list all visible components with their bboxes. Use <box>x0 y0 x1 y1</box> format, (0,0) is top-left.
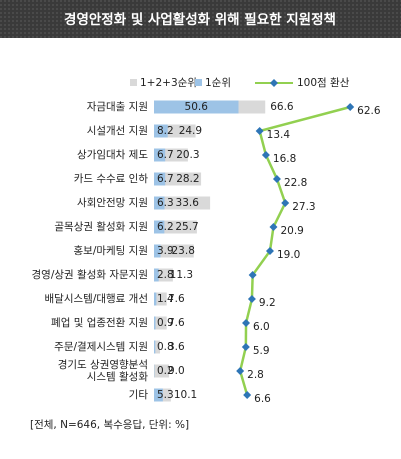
line-marker <box>248 271 257 279</box>
value-label: 5.3 <box>157 389 174 401</box>
bar-total <box>154 364 170 378</box>
bar-total <box>154 292 167 306</box>
bar-first <box>154 172 166 186</box>
category-label: 기타 <box>129 389 149 401</box>
value-label: 19.0 <box>277 249 300 261</box>
category-label: 경기도 상권영향분석 <box>58 358 148 371</box>
category-label: 폐업 및 업종전환 지원 <box>51 316 148 329</box>
category-label: 배달시스템/대행료 개선 <box>45 293 148 305</box>
bar-total <box>154 316 167 330</box>
line-marker <box>242 319 251 327</box>
value-label: 2.8 <box>157 269 174 281</box>
value-label: 0.9 <box>157 317 174 329</box>
value-label: 62.6 <box>357 105 381 117</box>
value-label: 33.6 <box>176 197 200 209</box>
bar-total <box>154 172 202 186</box>
bar-first <box>154 124 168 138</box>
line-marker <box>269 223 278 231</box>
value-label: 3.9 <box>157 245 174 257</box>
bar-total <box>154 340 161 354</box>
legend-marker <box>270 79 278 87</box>
category-label: 자금대출 지원 <box>87 101 148 113</box>
bar-first <box>154 316 156 330</box>
category-label: 시스템 활성화 <box>87 370 149 383</box>
category-label: 경영/상권 활성화 자문지원 <box>32 268 148 281</box>
category-label: 카드 수수료 인하 <box>74 172 149 185</box>
value-label: 24.9 <box>179 125 202 137</box>
line-marker <box>243 391 252 399</box>
value-label: 6.0 <box>253 321 270 333</box>
bar-first <box>154 220 165 234</box>
legend-swatch <box>130 79 137 86</box>
value-label: 20.3 <box>176 149 199 161</box>
bar-first <box>154 148 166 162</box>
line-marker <box>261 151 270 159</box>
value-label: 13.4 <box>267 129 291 141</box>
bar-total <box>154 244 194 258</box>
line-marker <box>265 247 274 255</box>
line-marker <box>272 175 281 183</box>
line-marker <box>236 367 245 375</box>
legend-label: 1순위 <box>205 76 231 89</box>
bar-first <box>154 388 163 402</box>
value-label: 1.4 <box>157 293 174 305</box>
bar-first <box>154 244 161 258</box>
category-label: 골목상권 활성화 지원 <box>54 220 148 233</box>
title-banner <box>0 0 401 38</box>
value-label: 25.7 <box>175 221 198 233</box>
legend-label: 100점 환산 <box>297 77 350 89</box>
bar-total <box>154 196 211 210</box>
value-label: 2.8 <box>247 369 264 381</box>
value-label: 6.2 <box>157 221 174 233</box>
value-label: 6.7 <box>157 149 174 161</box>
value-label: 0.2 <box>157 365 174 377</box>
value-label: 28.2 <box>176 173 199 185</box>
value-label: 7.6 <box>168 293 185 305</box>
category-label: 주문/결제시스템 지원 <box>54 341 148 353</box>
value-label: 11.3 <box>170 269 193 281</box>
value-label: 27.3 <box>292 201 315 213</box>
chart-title: 경영안정화 및 사업활성화 위해 필요한 지원정책 <box>64 11 336 28</box>
line-marker <box>346 103 355 111</box>
value-label: 66.6 <box>270 101 294 113</box>
category-label: 시설개선 지원 <box>87 125 148 137</box>
category-label: 홍보/마케팅 지원 <box>74 244 149 257</box>
value-label: 7.6 <box>168 317 185 329</box>
bar-first <box>154 196 165 210</box>
bar-first <box>154 340 156 354</box>
value-label: 9.2 <box>259 297 276 309</box>
value-label: 6.6 <box>254 393 271 405</box>
bar-total <box>154 220 197 234</box>
legend-label: 1+2+3순위 <box>140 76 197 89</box>
category-label: 사회안전망 지원 <box>77 197 148 209</box>
value-label: 3.6 <box>168 341 185 353</box>
value-label: 23.8 <box>172 245 195 257</box>
bar-total <box>154 268 173 282</box>
value-label: 16.8 <box>273 153 296 165</box>
line-marker <box>247 295 256 303</box>
value-label: 10.1 <box>174 389 197 401</box>
value-label: 5.9 <box>253 345 270 357</box>
value-label: 0.8 <box>157 341 174 353</box>
value-label: 22.8 <box>284 177 307 189</box>
value-label: 6.3 <box>157 197 174 209</box>
value-label: 8.2 <box>157 125 174 137</box>
bar-first <box>154 292 157 306</box>
line-marker <box>281 199 290 207</box>
footnote: [전체, N=646, 복수응답, 단위: %] <box>30 418 189 431</box>
value-label: 50.6 <box>185 101 209 113</box>
value-label: 20.9 <box>280 225 303 237</box>
value-label: 6.7 <box>157 173 174 185</box>
bar-first <box>154 100 239 114</box>
bar-first <box>154 268 159 282</box>
line-marker <box>255 127 264 135</box>
legend-swatch <box>195 79 202 86</box>
line-marker <box>241 343 250 351</box>
category-label: 상가임대차 제도 <box>77 148 148 161</box>
value-label: 9.0 <box>168 365 185 377</box>
